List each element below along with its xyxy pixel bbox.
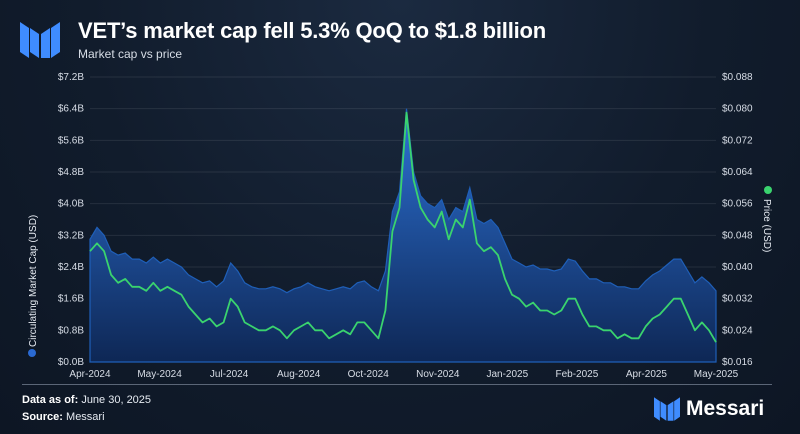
x-tick-label: Jan-2025 xyxy=(486,369,528,380)
price-legend-dot xyxy=(764,186,772,194)
source-label: Source: xyxy=(22,411,63,423)
x-tick-label: Apr-2024 xyxy=(69,369,111,380)
market-cap-legend-dot xyxy=(28,349,36,357)
market-cap-price-chart: $0.0B $0.8B $1.6B $2.4B $3.2B $4.0B $4.8B $5.6B… xyxy=(28,72,772,380)
messari-logo-icon xyxy=(20,22,60,58)
right-tick-label: $0.064 xyxy=(722,167,753,178)
right-tick-label: $0.016 xyxy=(722,357,753,368)
x-tick-label: May-2024 xyxy=(137,369,182,380)
footer-divider xyxy=(22,384,772,385)
x-axis-ticks: Apr-2024 May-2024 Jul-2024 Aug-2024 Oct-2024… xyxy=(69,369,738,380)
x-tick-label: Aug-2024 xyxy=(277,369,321,380)
right-axis-legend: Price (USD) xyxy=(761,186,772,252)
price-line-layer xyxy=(89,111,717,343)
right-tick-label: $0.048 xyxy=(722,230,753,241)
left-axis-ticks: $0.0B $0.8B $1.6B $2.4B $3.2B $4.0B $4.8B $5.6B… xyxy=(58,72,84,368)
data-as-of: Data as of: June 30, 2025 xyxy=(22,394,151,406)
right-tick-label: $0.024 xyxy=(722,325,753,336)
brand-name: Messari xyxy=(686,397,765,420)
right-axis-title: Price (USD) xyxy=(761,199,772,252)
right-tick-label: $0.072 xyxy=(722,135,753,146)
right-tick-label: $0.040 xyxy=(722,262,753,273)
data-as-of-label: Data as of: xyxy=(22,394,79,406)
left-tick-label: $2.4B xyxy=(58,262,84,273)
page-title: VET’s market cap fell 5.3% QoQ to $1.8 b… xyxy=(78,18,547,43)
messari-brand-icon xyxy=(654,397,680,421)
right-tick-label: $0.032 xyxy=(722,294,753,305)
left-tick-label: $4.0B xyxy=(58,199,84,210)
x-tick-label: Apr-2025 xyxy=(626,369,668,380)
left-tick-label: $1.6B xyxy=(58,294,84,305)
price-line xyxy=(89,111,717,343)
left-tick-label: $5.6B xyxy=(58,135,84,146)
left-tick-label: $4.8B xyxy=(58,167,84,178)
right-tick-label: $0.056 xyxy=(722,199,753,210)
x-tick-label: Feb-2025 xyxy=(555,369,598,380)
right-axis-ticks: $0.016 $0.024 $0.032 $0.040 $0.048 $0.056 $0.0… xyxy=(722,72,753,368)
left-tick-label: $3.2B xyxy=(58,230,84,241)
data-as-of-value: June 30, 2025 xyxy=(81,394,152,406)
page-subtitle: Market cap vs price xyxy=(78,47,183,61)
left-tick-label: $7.2B xyxy=(58,72,84,83)
brand-mark: Messari xyxy=(654,396,764,422)
source-value: Messari xyxy=(66,411,105,423)
left-tick-label: $0.8B xyxy=(58,325,84,336)
right-tick-label: $0.088 xyxy=(722,72,753,83)
source: Source: Messari xyxy=(22,411,105,423)
x-tick-label: Oct-2024 xyxy=(348,369,390,380)
left-tick-label: $0.0B xyxy=(58,357,84,368)
market-cap-area-layer xyxy=(89,108,717,363)
left-axis-legend: Circulating Market Cap (USD) xyxy=(28,215,39,357)
market-cap-area xyxy=(89,108,717,363)
left-axis-title: Circulating Market Cap (USD) xyxy=(28,215,39,347)
x-tick-label: May-2025 xyxy=(694,369,739,380)
left-tick-label: $6.4B xyxy=(58,104,84,115)
x-tick-label: Jul-2024 xyxy=(210,369,249,380)
right-tick-label: $0.080 xyxy=(722,104,753,115)
x-tick-label: Nov-2024 xyxy=(416,369,460,380)
